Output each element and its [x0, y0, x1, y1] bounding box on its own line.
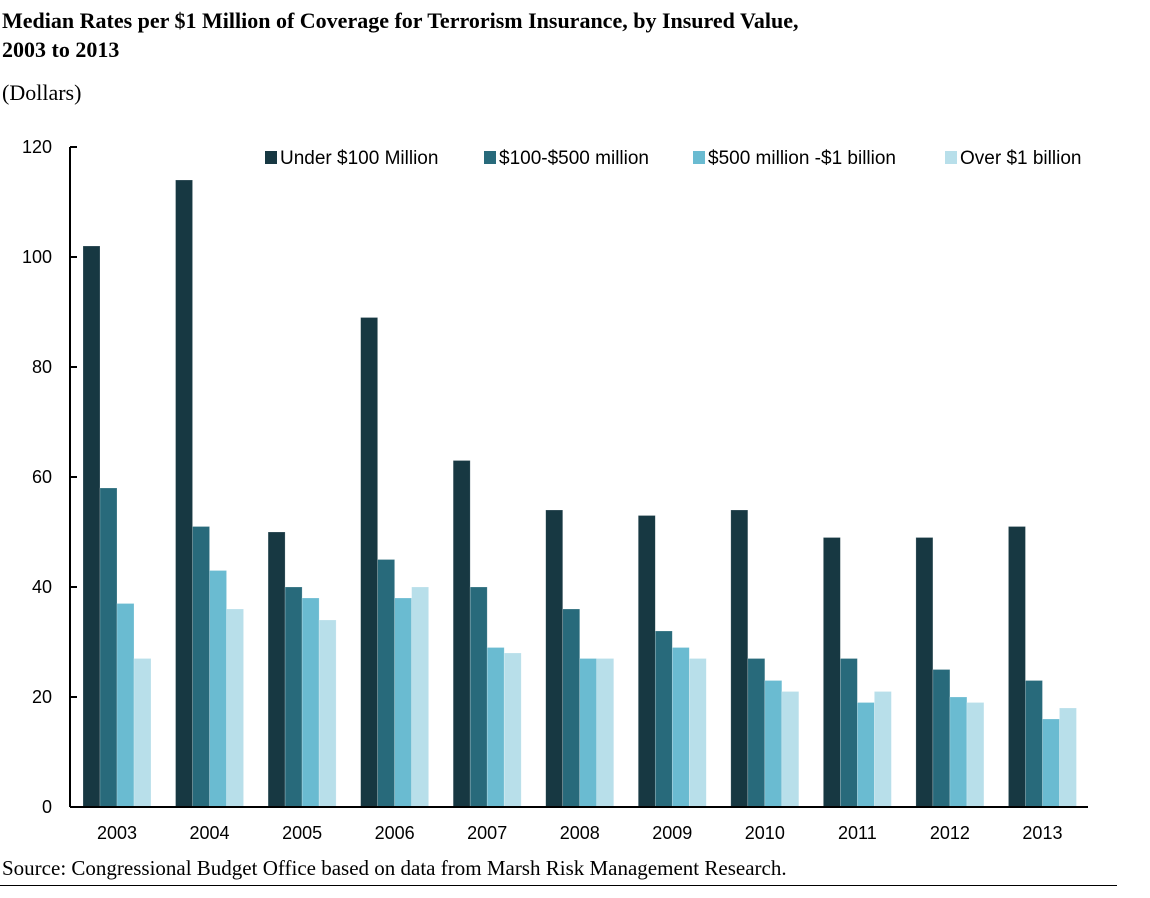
bar-2010-series-0	[730, 509, 749, 808]
bar-2013-series-2	[1042, 718, 1060, 808]
bar-2003-series-2	[116, 603, 135, 808]
bar-2005-series-3	[318, 619, 337, 808]
x-tick-label: 2008	[560, 823, 600, 843]
bar-2010-series-1	[747, 658, 766, 808]
bar-2005-series-0	[267, 531, 286, 808]
legend-item-3: Over $1 billion	[945, 148, 1081, 169]
x-tick-label: 2009	[652, 823, 692, 843]
bar-group-2005	[267, 531, 337, 808]
bar-group-2006	[360, 317, 429, 808]
bar-2006-series-0	[360, 317, 378, 808]
x-tick-label: 2010	[745, 823, 785, 843]
legend-swatch	[693, 151, 705, 164]
bar-group-2007	[452, 460, 522, 808]
bar-2009-series-1	[654, 630, 673, 808]
legend-label: Over $1 billion	[960, 148, 1081, 169]
x-tick-label: 2005	[282, 823, 322, 843]
legend-swatch	[945, 151, 957, 164]
bar-2009-series-2	[671, 647, 690, 808]
bar-2008-series-0	[545, 509, 564, 808]
bar-2006-series-2	[394, 597, 412, 808]
x-tick-label: 2003	[97, 823, 137, 843]
legend-label: Under $100 Million	[280, 148, 438, 169]
legend-label: $100-$500 million	[499, 148, 649, 169]
bar-2011-series-2	[857, 702, 875, 808]
bar-2008-series-1	[562, 608, 581, 808]
bar-2012-series-3	[966, 702, 985, 808]
bar-2006-series-1	[377, 559, 395, 808]
y-tick-label: 40	[32, 577, 52, 597]
y-tick-label: 0	[42, 797, 52, 817]
legend-swatch	[265, 151, 277, 164]
x-tick-label: 2012	[930, 823, 970, 843]
legend-item-1: $100-$500 million	[484, 148, 649, 169]
bar-2011-series-0	[823, 537, 841, 808]
legend-item-2: $500 million -$1 billion	[693, 148, 896, 169]
bar-group-2013	[1008, 526, 1077, 808]
bar-2008-series-2	[579, 658, 598, 808]
bar-2010-series-2	[764, 680, 783, 808]
bar-2003-series-3	[133, 658, 152, 808]
bar-group-2008	[545, 509, 615, 808]
bar-2011-series-1	[840, 658, 858, 808]
bar-2009-series-3	[688, 658, 707, 808]
y-tick-label: 80	[32, 357, 52, 377]
legend-item-0: Under $100 Million	[265, 148, 438, 169]
x-tick-label: 2011	[838, 823, 877, 843]
bar-2005-series-1	[284, 586, 303, 808]
x-tick-label: 2006	[375, 823, 415, 843]
bar-group-2011	[823, 537, 892, 808]
bar-2004-series-3	[226, 608, 244, 808]
bar-2013-series-1	[1025, 680, 1043, 808]
y-tick-label: 20	[32, 687, 52, 707]
bar-2009-series-0	[637, 515, 656, 808]
y-tick-label: 100	[22, 247, 52, 267]
bar-2004-series-0	[175, 179, 193, 808]
bar-2010-series-3	[781, 691, 800, 808]
legend: Under $100 Million $100-$500 million $500 …	[265, 148, 1081, 169]
chart-title: Median Rates per $1 Million of Coverage …	[2, 8, 799, 62]
x-tick-label: 2013	[1022, 823, 1062, 843]
bar-2012-series-2	[949, 696, 968, 808]
bar-2005-series-2	[301, 597, 320, 808]
bar-group-2009	[637, 515, 707, 808]
bar-2003-series-1	[99, 487, 118, 808]
bar-2011-series-3	[874, 691, 892, 808]
x-tick-label: 2004	[190, 823, 230, 843]
bottom-rule	[0, 885, 1117, 886]
bar-2007-series-1	[469, 586, 488, 808]
bar-2006-series-3	[411, 586, 429, 808]
bar-2007-series-0	[452, 460, 471, 808]
legend-label: $500 million -$1 billion	[708, 148, 896, 169]
bar-2012-series-1	[932, 669, 951, 808]
bar-group-2004	[175, 179, 244, 808]
x-tick-label: 2007	[467, 823, 507, 843]
bar-group-2012	[915, 537, 985, 808]
bar-2007-series-2	[486, 647, 505, 808]
legend-swatch	[484, 151, 496, 164]
bar-2003-series-0	[82, 245, 101, 808]
y-tick-label: 120	[22, 137, 52, 157]
units-label: (Dollars)	[2, 80, 82, 105]
bar-2004-series-2	[209, 570, 227, 808]
x-axis: 2003 2004 2005 2006 2007 2008 2009 2010 2011 2012…	[70, 806, 1088, 843]
bar-2004-series-1	[192, 526, 210, 808]
bar-2013-series-3	[1059, 707, 1077, 808]
bar-group-2010	[730, 509, 800, 808]
y-tick-label: 60	[32, 467, 52, 487]
bar-2008-series-3	[596, 658, 615, 808]
bars	[82, 179, 1077, 808]
bar-2007-series-3	[503, 652, 522, 808]
y-axis: 0 20 40 60 80 100 120	[22, 137, 77, 817]
bar-2012-series-0	[915, 537, 934, 808]
bar-group-2003	[82, 245, 152, 808]
source-note: Source: Congressional Budget Office base…	[2, 856, 787, 880]
bar-2013-series-0	[1008, 526, 1026, 808]
